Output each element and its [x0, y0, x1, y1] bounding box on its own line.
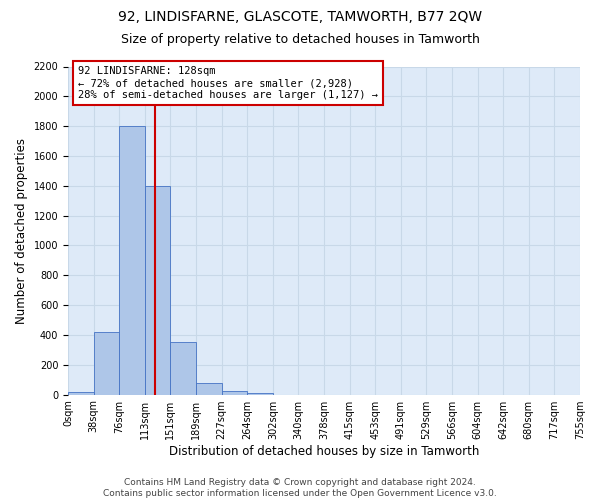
X-axis label: Distribution of detached houses by size in Tamworth: Distribution of detached houses by size …	[169, 444, 479, 458]
Text: Size of property relative to detached houses in Tamworth: Size of property relative to detached ho…	[121, 32, 479, 46]
Bar	[221, 391, 247, 394]
Y-axis label: Number of detached properties: Number of detached properties	[15, 138, 28, 324]
Text: 92, LINDISFARNE, GLASCOTE, TAMWORTH, B77 2QW: 92, LINDISFARNE, GLASCOTE, TAMWORTH, B77…	[118, 10, 482, 24]
Text: 92 LINDISFARNE: 128sqm
← 72% of detached houses are smaller (2,928)
28% of semi-: 92 LINDISFARNE: 128sqm ← 72% of detached…	[78, 66, 378, 100]
Bar	[247, 393, 273, 394]
Bar	[145, 186, 170, 394]
Text: Contains HM Land Registry data © Crown copyright and database right 2024.
Contai: Contains HM Land Registry data © Crown c…	[103, 478, 497, 498]
Bar	[119, 126, 145, 394]
Bar	[68, 392, 94, 394]
Bar	[170, 342, 196, 394]
Bar	[196, 382, 221, 394]
Bar	[94, 332, 119, 394]
